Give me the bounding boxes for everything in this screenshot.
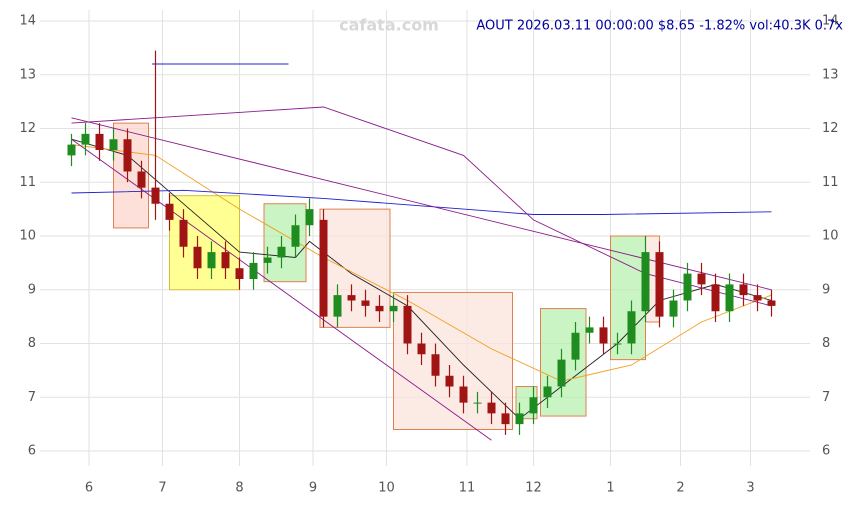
candle-body — [599, 327, 608, 344]
candle-body — [81, 133, 90, 145]
x-tick-label: 9 — [309, 481, 317, 496]
candle-body — [319, 219, 328, 317]
candle-body — [655, 252, 664, 317]
candle-body — [669, 300, 678, 317]
watermark: cafata.com — [339, 16, 439, 35]
candle-body — [403, 305, 412, 344]
candle-body — [431, 354, 440, 376]
candle-body — [221, 252, 230, 269]
candle-body — [361, 300, 370, 306]
x-tick-label: 3 — [746, 481, 754, 496]
candle-body — [613, 343, 622, 345]
x-tick-label: 6 — [85, 481, 93, 496]
y-tick-label: 9 — [28, 282, 36, 297]
y-tick-label-right: 6 — [822, 444, 830, 459]
candle-body — [165, 203, 174, 220]
indicator-line — [71, 144, 772, 382]
candle-body — [445, 375, 454, 387]
candle-body — [417, 343, 426, 355]
candle-body — [95, 133, 104, 150]
candle-body — [305, 209, 314, 226]
candle-body — [473, 402, 482, 404]
candle-body — [627, 311, 636, 344]
candles — [67, 50, 776, 435]
indicator-line — [71, 189, 772, 215]
candle-body — [711, 284, 720, 312]
candle-body — [193, 246, 202, 269]
y-tick-label: 6 — [28, 444, 36, 459]
indicator-line — [71, 117, 772, 291]
candle-body — [291, 225, 300, 247]
candle-body — [137, 171, 146, 188]
candle-body — [333, 295, 342, 317]
y-tick-label: 14 — [19, 14, 36, 29]
x-tick-label: 1 — [606, 481, 614, 496]
candle-body — [753, 295, 762, 301]
candle-body — [109, 139, 118, 150]
x-tick-label: 12 — [525, 481, 542, 496]
candle-body — [501, 413, 510, 425]
candle-body — [123, 139, 132, 172]
candle-body — [151, 187, 160, 204]
candle-body — [277, 246, 286, 258]
candle-body — [767, 300, 776, 306]
candle-body — [459, 386, 468, 403]
candle-body — [571, 332, 580, 360]
y-tick-label: 8 — [28, 336, 36, 351]
y-tick-label-right: 9 — [822, 282, 830, 297]
range-box — [263, 203, 307, 283]
y-tick-label-right: 10 — [822, 229, 839, 244]
candle-body — [515, 413, 524, 425]
candle-body — [179, 219, 188, 247]
candle-body — [487, 402, 496, 414]
y-tick-label-right: 7 — [822, 390, 830, 405]
candle-body — [739, 284, 748, 296]
y-tick-label: 12 — [19, 121, 36, 136]
candle-body — [235, 268, 244, 279]
candle-body — [389, 305, 398, 312]
candle-body — [725, 284, 734, 312]
candle-body — [697, 273, 706, 285]
y-tick-label-right: 13 — [822, 67, 839, 82]
x-tick-label: 10 — [378, 481, 395, 496]
candle-body — [263, 257, 272, 263]
candle-body — [543, 386, 552, 398]
y-tick-label-right: 11 — [822, 175, 839, 190]
candle-body — [585, 327, 594, 333]
candle-body — [67, 144, 76, 156]
x-tick-label: 8 — [235, 481, 243, 496]
candle-body — [557, 359, 566, 387]
x-tick-label: 7 — [158, 481, 166, 496]
y-tick-label-right: 14 — [822, 14, 839, 29]
candle-body — [641, 252, 650, 312]
y-tick-label: 7 — [28, 390, 36, 405]
candle-body — [207, 252, 216, 269]
candle-body — [375, 305, 384, 312]
x-tick-label: 11 — [459, 481, 476, 496]
y-tick-label: 13 — [19, 67, 36, 82]
y-tick-label: 11 — [19, 175, 36, 190]
y-tick-label-right: 8 — [822, 336, 830, 351]
y-tick-label: 10 — [19, 229, 36, 244]
candle-body — [347, 295, 356, 301]
candle-body — [529, 397, 538, 414]
x-tick-label: 2 — [676, 481, 684, 496]
candle-body — [683, 273, 692, 301]
chart-title: AOUT 2026.03.11 00:00:00 $8.65 -1.82% vo… — [476, 19, 843, 34]
candle-body — [249, 262, 258, 279]
y-tick-label-right: 12 — [822, 121, 839, 136]
